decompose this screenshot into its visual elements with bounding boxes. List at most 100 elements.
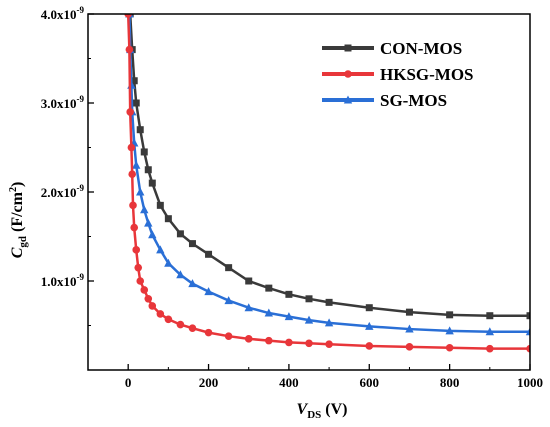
y-axis-title-unit-sup: 2 [8, 187, 19, 192]
data-point [136, 126, 144, 134]
data-point [225, 264, 233, 272]
series-line [128, 14, 530, 333]
data-point [124, 14, 132, 18]
legend-swatch-marker [343, 95, 353, 104]
data-point [128, 170, 136, 178]
data-point [188, 324, 197, 332]
data-point [176, 320, 185, 329]
y-axis-title-sub: gd [17, 236, 29, 248]
data-point [127, 143, 136, 152]
data-point [188, 240, 196, 248]
x-axis-title-sub: DS [307, 409, 321, 421]
data-point [130, 223, 139, 232]
data-point [140, 205, 149, 214]
data-point [132, 160, 141, 169]
y-axis-title: Cgd (F/cm2) [8, 182, 29, 259]
data-point [324, 318, 334, 327]
series-sg-mos [125, 14, 530, 336]
data-point [148, 230, 157, 239]
data-point [204, 287, 213, 296]
data-point [144, 218, 153, 227]
data-point [285, 290, 293, 298]
data-point [188, 279, 197, 288]
data-point [176, 230, 184, 238]
data-point [140, 148, 148, 156]
legend-label: HKSG-MOS [380, 65, 474, 84]
series-layer [124, 14, 530, 353]
data-point [156, 245, 165, 254]
data-point [130, 77, 138, 85]
data-point [365, 342, 374, 350]
data-point [136, 187, 145, 196]
y-tick-label: 3.0x10-9 [41, 94, 85, 111]
data-point [325, 298, 333, 306]
legend-item: SG-MOS [322, 91, 447, 110]
data-point [486, 312, 494, 320]
data-point [164, 258, 173, 267]
data-point [164, 315, 173, 324]
data-point [132, 99, 140, 107]
data-point [305, 339, 313, 348]
data-point [126, 108, 134, 116]
data-point [244, 335, 253, 343]
x-tick-label: 200 [199, 375, 219, 390]
x-axis-title-unit: (V) [321, 401, 347, 418]
x-tick-label: 400 [279, 375, 299, 390]
legend: CON-MOS HKSG-MOS SG-MOS [322, 39, 474, 110]
data-point [148, 179, 156, 187]
data-point [285, 338, 293, 347]
y-tick-label: 2.0x10-9 [41, 183, 85, 200]
data-point [265, 284, 273, 292]
x-tick-label: 600 [360, 375, 380, 390]
data-point [405, 343, 414, 351]
x-tick-label: 1000 [517, 375, 543, 390]
data-point [525, 327, 530, 336]
data-point [365, 321, 374, 330]
data-point [284, 312, 294, 321]
data-point [485, 327, 495, 336]
data-point [405, 308, 413, 316]
legend-swatch-marker [344, 44, 352, 52]
data-point [156, 310, 165, 318]
data-point [245, 277, 253, 285]
data-point [265, 336, 273, 345]
data-point [445, 343, 454, 352]
data-point [526, 344, 530, 353]
data-point [305, 295, 313, 303]
data-point [224, 296, 233, 305]
data-point [244, 303, 253, 312]
data-point [446, 311, 454, 319]
x-axis-title: VDS (V) [297, 401, 348, 421]
data-point [156, 201, 164, 209]
data-point [144, 166, 152, 174]
y-tick-label: 4.0x10-9 [41, 5, 85, 22]
series-hksg-mos [124, 14, 530, 353]
y-axis-title-main: C [9, 247, 26, 258]
data-point [405, 324, 414, 333]
series-con-mos [126, 14, 530, 320]
legend-item: CON-MOS [322, 39, 462, 58]
data-point [204, 328, 213, 337]
data-point [148, 302, 157, 310]
data-point [125, 45, 134, 54]
legend-swatch-marker [344, 70, 352, 78]
data-point [325, 340, 333, 348]
data-point [140, 286, 149, 294]
legend-item: HKSG-MOS [322, 65, 474, 84]
data-point [205, 250, 213, 258]
series-line [128, 14, 530, 317]
data-point [134, 263, 143, 272]
y-axis-title-unit-close: ) [9, 182, 26, 187]
data-point [264, 308, 274, 317]
data-point [486, 344, 494, 353]
y-tick-label: 1.0x10-9 [41, 272, 85, 289]
x-tick-label: 0 [125, 375, 132, 390]
y-axis-title-unit: (F/cm [9, 191, 26, 236]
legend-label: SG-MOS [380, 91, 447, 110]
data-point [164, 215, 172, 223]
data-point [176, 270, 185, 279]
data-point [129, 201, 137, 210]
legend-label: CON-MOS [380, 39, 462, 58]
data-point [304, 315, 314, 324]
